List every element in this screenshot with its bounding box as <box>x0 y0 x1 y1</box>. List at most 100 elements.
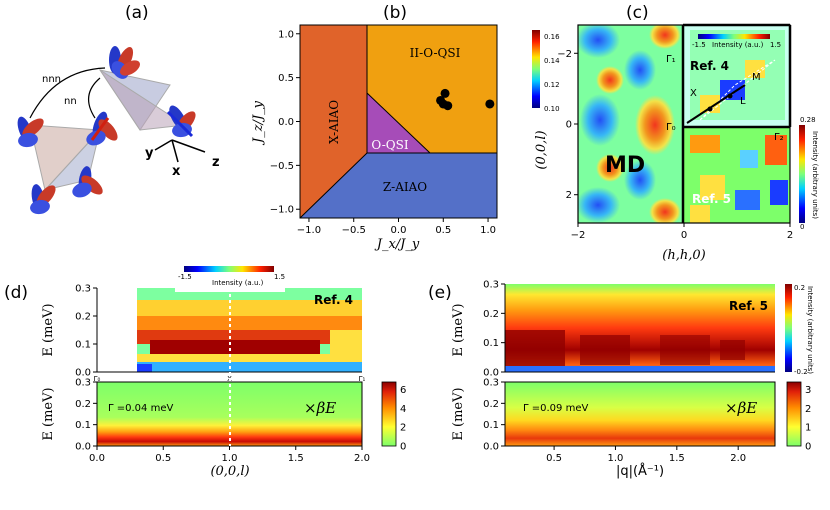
spin-cluster-lower <box>72 166 103 198</box>
ref5-colorbar-label: Intensity (arbitrary units) <box>811 131 819 219</box>
panel-b: (b) X-AIAO II-O-QSI O-QSI Z-AIAO −1.0 −0.… <box>251 3 498 252</box>
y-tick-b-tick-label: 1.0 <box>278 29 294 40</box>
scale-note-d: ×βE <box>304 399 336 417</box>
data-points <box>436 88 495 111</box>
panel-letter-d: (d) <box>4 283 28 303</box>
spin-cluster-left <box>17 116 44 148</box>
ref5-colorbar-min: 0 <box>800 223 804 231</box>
nn-label: nn <box>64 96 77 107</box>
x-tick-b-tick-label: 0.5 <box>435 225 451 236</box>
x-tick-e-tick-label: 2.0 <box>730 453 746 464</box>
region-ii-o-qsi <box>367 25 497 153</box>
x-tick-b-tick-label: 1.0 <box>480 225 496 236</box>
x-tick-e-tick-label: 1.0 <box>608 453 624 464</box>
ref5-top-colorbar <box>785 284 792 372</box>
axis-x-label: x <box>172 164 181 179</box>
point-l-marker <box>727 93 733 99</box>
x-tick-b-tick-label: −1.0 <box>297 225 321 236</box>
x-axis-label-c: (h,h,0) <box>662 248 705 263</box>
ref4-label-c: Ref. 4 <box>690 59 729 73</box>
region-label-x-aiao: X-AIAO <box>327 100 341 144</box>
x-tick-d-tick-label: 1.5 <box>288 453 304 464</box>
ref5-top-colorbar-min: -0.2 <box>794 368 808 376</box>
point-x-marker <box>707 106 713 112</box>
colorbar-e <box>787 382 801 446</box>
point-gamma0-label: Γ₀ <box>666 122 676 133</box>
x-tick-d-tick-label: 0.0 <box>89 453 105 464</box>
x-tick-d-tick-label: 0.5 <box>155 453 171 464</box>
x-tick-d-top-label: Γ₁ <box>359 375 366 383</box>
colorbar-e-tick-label: 3 <box>805 385 811 396</box>
y-tick-d-tick-label: 0.2 <box>75 399 91 410</box>
x-tick-d-tick-label: 2.0 <box>354 453 370 464</box>
axis-triad: y x z <box>145 139 220 179</box>
ref4-inset <box>683 25 790 127</box>
colorbar-e-tick-label: 1 <box>805 423 811 434</box>
y-tick-d-tick-label: 0.3 <box>75 378 91 389</box>
point-gamma2-label: Γ₂ <box>774 132 784 143</box>
x-tick-b-tick-label: −0.5 <box>342 225 366 236</box>
ref4-top-colorbar-max: 1.5 <box>274 273 285 281</box>
panel-letter-a: (a) <box>125 3 149 23</box>
colorbar-ticks-e: 3 2 1 0 <box>805 385 811 452</box>
y-tick-e-tick-label: 0.0 <box>483 442 499 453</box>
ref5-label-c: Ref. 5 <box>692 192 731 206</box>
panel-letter-b: (b) <box>383 3 407 23</box>
colorbar-d-tick-label: 4 <box>400 404 406 415</box>
y-tick-c-tick-label: −2 <box>557 49 572 60</box>
y-tick-e-top-tick-label: 0.2 <box>483 309 499 320</box>
scale-note-e: ×βE <box>725 399 757 417</box>
panel-e: (e) Ref. 5 0.2 -0.2 Intensity (arbitrary… <box>428 280 814 480</box>
y-tick-b-tick-label: −1.0 <box>270 205 294 216</box>
x-axis-label-d: (0,0,l) <box>210 464 249 479</box>
gamma-note-e: Γ =0.09 meV <box>523 403 588 414</box>
point-m-label: M <box>752 72 761 83</box>
y-tick-b-tick-label: −0.5 <box>270 161 294 172</box>
y-ticks-e: 0.0 0.1 0.2 0.3 <box>483 378 505 453</box>
y-tick-e-top-tick-label: 0.3 <box>483 280 499 291</box>
colorbar-ticks-c: 0.16 0.14 0.12 0.10 <box>544 33 560 113</box>
colorbar-c-tick-label: 0.12 <box>544 81 560 89</box>
y-axis-label-d-top: E (meV) <box>41 303 56 356</box>
x-tick-d-top-label: Γ₀ <box>94 375 101 383</box>
path-gamma-l <box>686 84 746 124</box>
y-ticks-c: −2 0 2 <box>557 49 578 201</box>
spin-cluster-right <box>166 105 196 138</box>
ref4-top-colorbar <box>184 266 274 272</box>
panel-c: (c) Inte <box>532 3 819 263</box>
y-tick-c-tick-label: 2 <box>566 190 572 201</box>
y-ticks-e-top: 0.0 0.1 0.2 0.3 <box>483 280 505 379</box>
y-tick-c-tick-label: 0 <box>566 120 572 131</box>
colorbar-c-tick-label: 0.14 <box>544 57 560 65</box>
y-ticks-d-top: 0.0 0.1 0.2 0.3 <box>75 284 97 379</box>
colorbar-c-tick-label: 0.16 <box>544 33 560 41</box>
colorbar-d-tick-label: 6 <box>400 385 406 396</box>
x-ticks-c: −2 0 2 <box>571 223 793 241</box>
y-tick-e-tick-label: 0.1 <box>483 420 499 431</box>
panel-letter-c: (c) <box>626 3 649 23</box>
plot-frame-e <box>504 381 776 447</box>
ref5-top-colorbar-label: Intensity (arbitrary units) <box>806 286 814 374</box>
x-ticks-e: 0.5 1.0 1.5 2.0 <box>546 446 746 464</box>
ref4-colorbar-max: 1.5 <box>770 41 781 49</box>
x-tick-d-tick-label: 1.0 <box>222 453 238 464</box>
y-axis-label-c: (0,0,l) <box>534 130 549 169</box>
y-axis-label-e-top: E (meV) <box>451 303 466 356</box>
spin-cluster-bottom <box>30 184 56 215</box>
point-l-label: L <box>740 96 746 107</box>
region-z-aiao <box>300 153 497 218</box>
gamma-note-d: Γ =0.04 meV <box>108 403 173 414</box>
y-axis-label-b: J_z/J_y <box>251 100 266 146</box>
ref5-top-colorbar-max: 0.2 <box>794 284 805 292</box>
nnn-bond-arrow <box>29 67 106 119</box>
y-axis-label-e: E (meV) <box>451 387 466 440</box>
y-axis-label-d: E (meV) <box>41 387 56 440</box>
y-ticks-b: −1.0 −0.5 0.0 0.5 1.0 <box>270 29 300 216</box>
y-tick-e-tick-label: 0.2 <box>483 399 499 410</box>
colorbar-e-tick-label: 0 <box>805 442 811 453</box>
axis-y-label: y <box>145 146 154 161</box>
colorbar-d <box>382 382 396 446</box>
ref5-spectrum <box>505 284 775 372</box>
x-tick-e-tick-label: 0.5 <box>546 453 562 464</box>
panel-d: (d) Intensity (a.u.) -1.5 1.5 Ref. 4 Γ₀X… <box>4 266 406 479</box>
